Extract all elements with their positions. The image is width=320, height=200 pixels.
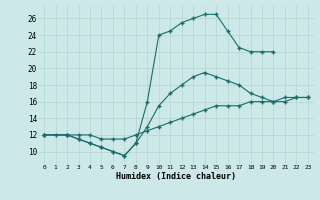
X-axis label: Humidex (Indice chaleur): Humidex (Indice chaleur) bbox=[116, 172, 236, 181]
